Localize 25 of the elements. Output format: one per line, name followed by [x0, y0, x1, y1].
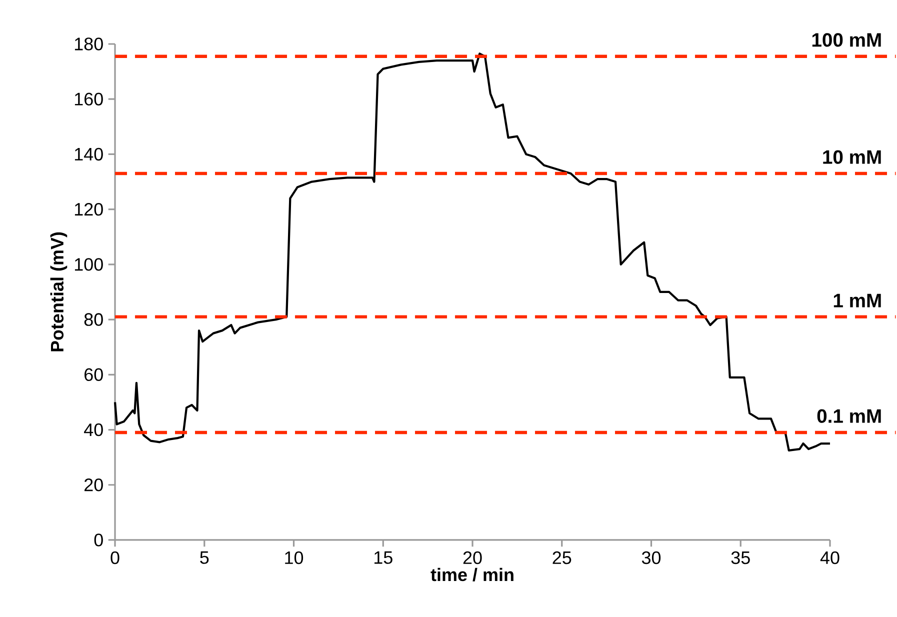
y-tick-label: 60 [84, 368, 103, 382]
x-tick-label: 30 [642, 551, 661, 564]
y-tick-label: 20 [84, 478, 103, 492]
ref-line-label: 1 mM [834, 294, 881, 308]
x-tick-label: 25 [552, 551, 572, 564]
y-tick-label: 0 [94, 534, 103, 546]
ref-line-label: 10 mM [823, 150, 881, 164]
x-tick-label: 0 [110, 551, 120, 564]
y-tick-label: 160 [74, 92, 103, 106]
x-tick-label: 10 [285, 551, 304, 564]
ref-line-label: 0.1 mM [817, 409, 881, 423]
x-tick-label: 35 [731, 551, 750, 564]
x-tick-label: 40 [820, 551, 840, 564]
y-tick-label: 120 [74, 202, 103, 216]
y-tick-label: 40 [84, 423, 103, 436]
x-tick-label: 15 [374, 551, 392, 564]
x-tick-label: 5 [200, 551, 209, 564]
y-tick-label: 80 [84, 313, 103, 326]
y-tick-label: 100 [74, 258, 103, 271]
y-axis-title: Potential (mV) [50, 232, 68, 352]
y-tick-label: 180 [74, 38, 103, 50]
ref-line-label: 100 mM [812, 33, 881, 47]
y-tick-label: 140 [74, 148, 103, 161]
x-axis-title: time / min [430, 568, 514, 582]
x-tick-label: 20 [463, 551, 482, 564]
